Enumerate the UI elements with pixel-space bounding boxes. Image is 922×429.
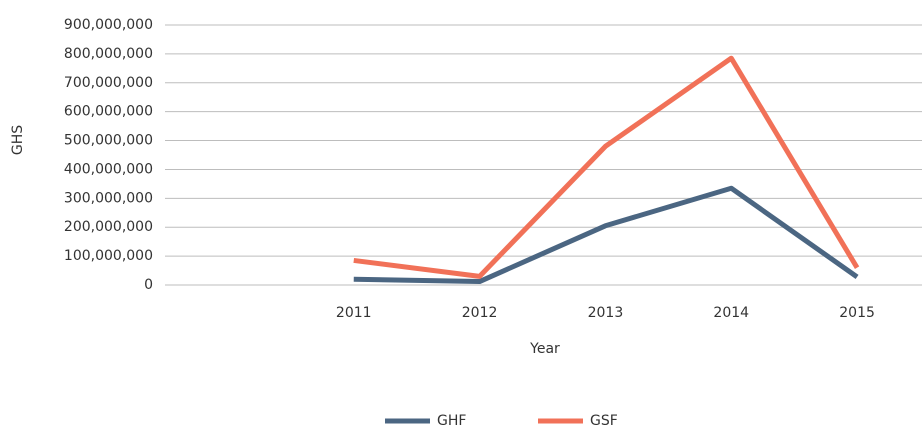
x-axis-title: Year	[529, 341, 560, 357]
y-tick-label: 0	[144, 277, 153, 293]
line-series	[353, 55, 860, 279]
y-axis-title: GHS	[10, 125, 26, 155]
x-tick-label: 2012	[462, 305, 498, 321]
y-tick-label: 100,000,000	[64, 248, 153, 264]
y-tick-label: 900,000,000	[64, 17, 153, 33]
x-tick-label: 2015	[839, 305, 875, 321]
y-tick-label: 300,000,000	[64, 190, 153, 206]
x-tick-label: 2014	[713, 305, 749, 321]
y-tick-label: 500,000,000	[64, 133, 153, 149]
y-tick-label: 400,000,000	[64, 161, 153, 177]
legend-label: GHF	[437, 413, 466, 429]
legend-label: GSF	[590, 413, 618, 429]
y-tick-label: 200,000,000	[64, 219, 153, 235]
y-tick-label: 800,000,000	[64, 46, 153, 62]
x-tick-label: 2013	[588, 305, 624, 321]
x-tick-label: 2011	[336, 305, 372, 321]
line-series	[353, 185, 859, 285]
y-tick-label: 700,000,000	[64, 75, 153, 91]
y-tick-label: 600,000,000	[64, 104, 153, 120]
